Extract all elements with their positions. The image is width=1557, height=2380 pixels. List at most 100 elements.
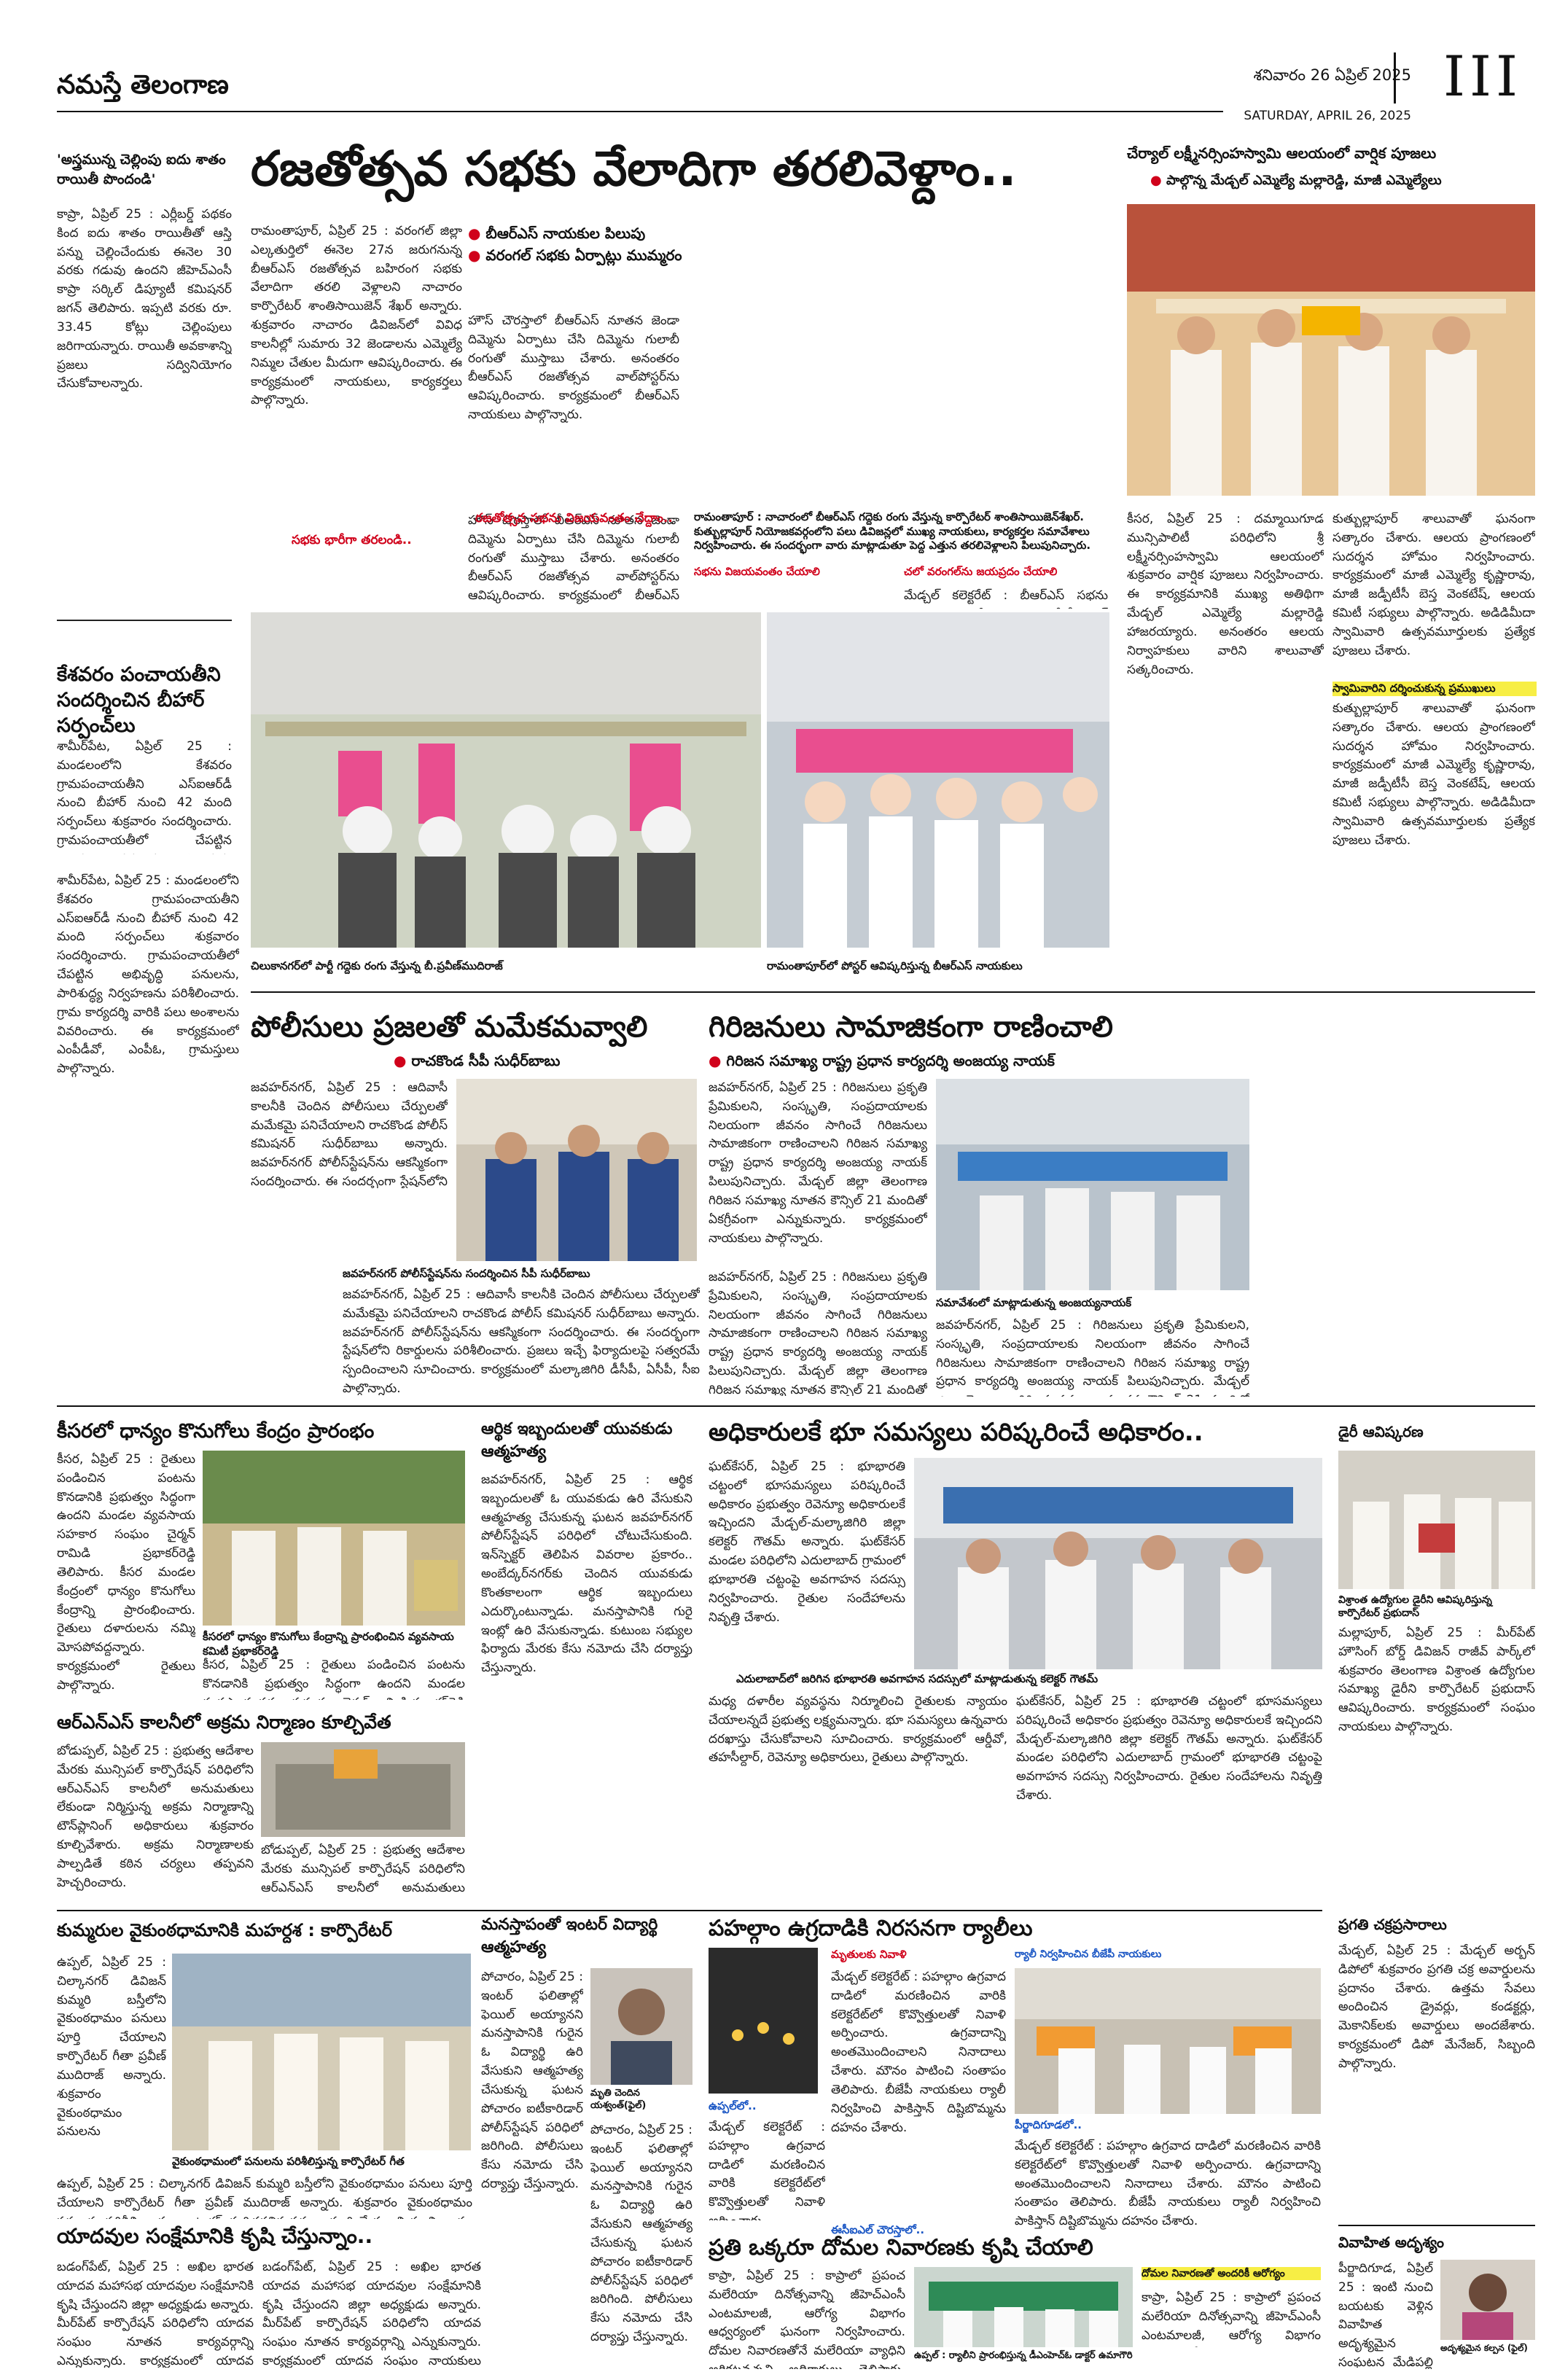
masthead-rule [57, 111, 1223, 112]
inter-headline: మనస్తాపంతో ఇంటర్ విద్యార్థి ఆత్మహత్య [481, 1916, 658, 1956]
tribal-body-c: జవహర్‌నగర్, ఏప్రిల్ 25 : గిరిజనులు ప్రకృ… [936, 1318, 1249, 1397]
pahalgam-photo-2 [1015, 1968, 1321, 2114]
lead-body-d: మేడ్చల్ కలెక్టరేట్ : బీఆర్ఎస్ సభను విజయవ… [904, 588, 1108, 609]
lead-photo-2 [767, 612, 1109, 948]
lead-subheads: బీఆర్ఎస్ నాయకుల పిలుపు వరంగల్ సభకు ఏర్పా… [468, 222, 687, 266]
left-mid-body: శామీర్‌పేట, ఏప్రిల్ 25 : మండలంలోని కేశవర… [57, 873, 239, 1077]
rns-headline: ఆర్ఎన్ఎస్ కాలనీలో అక్రమ నిర్మాణం కూల్చివ… [57, 1712, 391, 1733]
keesara-headline: కీసరలో ధాన్యం కొనుగోలు కేంద్రం ప్రారంభం [57, 1420, 375, 1443]
inter-body: పోచారం, ఏప్రిల్ 25 : ఇంటర్ ఫలితాల్లో ఫెయ… [481, 1970, 583, 2192]
progress-headline: ప్రగతి చక్రప్రసారాలు [1338, 1916, 1447, 1933]
officials-body-c: ఘట్‌కేసర్, ఏప్రిల్ 25 : భూభారతి చట్టంలో … [1016, 1694, 1322, 1803]
lead-sidebar-label-3: సభను విజయవంతం చేయాలి [694, 565, 820, 578]
inter-photo [590, 1968, 692, 2085]
diary-photo [1338, 1451, 1535, 1589]
pahalgam-sub3: పీర్జాదిగూడలో.. [1015, 2118, 1082, 2131]
masthead-title: నమస్తే తెలంగాణ [57, 70, 229, 100]
police-subhead: రాచకొండ సీపీ సుధీర్‌బాబు [394, 1050, 700, 1072]
police-headline: పోలీసులు ప్రజలతో మమేకమవ్వాలి [251, 1010, 648, 1044]
section-rule-2 [57, 1405, 1535, 1407]
lead-sidebar-label-1: రజతోత్సవ సభను విజయవంతం చేద్దాం.. [475, 511, 673, 526]
diary-headline: డైరీ ఆవిష్కరణ [1338, 1423, 1424, 1440]
lead-photo-caption-small: రామంతాపూర్ : నాచారంలో బీఆర్ఎస్ గద్దెకు ర… [694, 510, 1091, 552]
top-right-body: కుత్బుల్లాపూర్ శాలువాతో ఘనంగా సత్కారం చే… [1332, 512, 1535, 658]
yadav-body-b: బడంగ్‌పేట్, ఏప్రిల్ 25 : అఖిల భారత యాదవ … [262, 2260, 481, 2368]
rns-photo [261, 1742, 465, 1837]
section-rule-3 [57, 1910, 1322, 1911]
police-photo [456, 1079, 697, 1261]
yadav-headline: యాదవుల సంక్షేమానికి కృషి చేస్తున్నాం.. [57, 2224, 373, 2248]
top-right-subhead: పాల్గొన్న మేడ్చల్ ఎమ్మెల్యే మల్లారెడ్డి,… [1150, 171, 1537, 190]
rns-body-b: బోడుప్పల్, ఏప్రిల్ 25 : ప్రభుత్వ ఆదేశాల … [261, 1843, 465, 1900]
finance-body: జవహర్‌నగర్, ఏప్రిల్ 25 : ఆర్థిక ఇబ్బందుల… [481, 1472, 692, 1676]
shmashan-body: ఉప్పల్, ఏప్రిల్ 25 : చిల్కానగర్ డివిజన్ … [57, 1955, 166, 2139]
caption-8: మృతి చెందిన యశ్వంత్(ఫైల్) [590, 2088, 647, 2111]
caption-1: చిలుకానగర్‌లో పార్టీ గద్దెకు రంగు వేస్తు… [251, 959, 503, 972]
diary-body: మల్లాపూర్, ఏప్రిల్ 25 : మీర్‌పేట్ హౌసింగ… [1338, 1626, 1535, 1735]
caption-5: కీసరలో ధాన్యం కొనుగోలు కేంద్రాన్ని ప్రార… [203, 1630, 454, 1658]
caption-3: జవహర్‌నగర్ పోలీస్‌స్టేషన్‌ను సందర్శించిన… [343, 1267, 590, 1280]
left-mid-body-short: శామీర్‌పేట, ఏప్రిల్ 25 : మండలంలోని కేశవర… [57, 739, 232, 854]
page-number-divider [1394, 52, 1396, 104]
lead-subhead-1: బీఆర్ఎస్ నాయకుల పిలుపు [468, 222, 687, 244]
mosquito-headline: ప్రతి ఒక్కరూ దోమల నివారణకు కృషి చేయాలి [709, 2235, 1093, 2260]
section-rule-4 [1338, 2225, 1535, 2226]
caption-6: ఎదులాబాద్‌లో జరిగిన భూభారతి అవగాహన సదస్స… [736, 1672, 1099, 1685]
page-number: III [1443, 44, 1523, 109]
date-english: SATURDAY, APRIL 26, 2025 [1244, 109, 1411, 123]
inter-body-b: పోచారం, ఏప్రిల్ 25 : ఇంటర్ ఫలితాల్లో ఫెయ… [590, 2123, 692, 2345]
police-body-a: జవహర్‌నగర్, ఏప్రిల్ 25 : ఆదివాసీ కాలనీకి… [251, 1080, 448, 1188]
pahalgam-body-c: మేడ్చల్ కలెక్టరేట్ : పహల్గాం ఉగ్రవాద దాడ… [709, 2120, 825, 2220]
caption-4: సమావేశంలో మాట్లాడుతున్న అంజయ్యనాయక్ [936, 1296, 1132, 1309]
caption-7: వైకుంఠధామంలో పనులను పరిశీలిస్తున్న కార్ప… [172, 2155, 405, 2168]
section-rule-1 [251, 991, 1535, 993]
pahalgam-photo-1 [709, 1948, 818, 2094]
pahalgam-sub2: ర్యాలీ నిర్వహించిన బీజేపీ నాయకులు [1015, 1948, 1162, 1960]
divider [57, 620, 232, 621]
top-right-highlight: స్వామివారిని దర్శించుకున్న ప్రముఖులు [1332, 682, 1537, 696]
officials-body-b: మధ్య దళారీల వ్యవస్థను నిర్మూలించి రైతులక… [709, 1694, 1007, 1766]
mosquito-body-b: కాప్రా, ఏప్రిల్ 25 : కాప్రాలో ప్రపంచ మలే… [1142, 2290, 1321, 2347]
left-mid-headline: కేశవరం పంచాయతీని సందర్శించిన బీహార్ సర్ప… [57, 663, 221, 738]
progress-body: మేడ్చల్, ఏప్రిల్ 25 : మేడ్చల్ అర్బన్ డిప… [1338, 1943, 1535, 2071]
keesara-photo [203, 1451, 465, 1626]
caption-10: అదృశ్యమైన కల్పన (ఫైల్) [1440, 2343, 1528, 2353]
tribal-subhead: గిరిజన సమాఖ్య రాష్ట్ర ప్రధాన కార్యదర్శి … [709, 1050, 1248, 1072]
lead-body-b2: హౌస్ చౌరస్తాలో బీఆర్ఎస్ నూతన జెండా దిమ్మ… [468, 513, 679, 604]
caption-9: ఉప్పల్ : ర్యాలీని ప్రారంభిస్తున్న డీఎంహె… [914, 2350, 1133, 2361]
lead-headline: రజతోత్సవ సభకు వేలాదిగా తరలివెళ్దాం.. [251, 141, 1017, 197]
lead-body-e: కీసర, ఏప్రిల్ 25 : దమ్మాయిగూడ మున్సిపాలి… [1127, 512, 1324, 677]
rns-body: బోడుప్పల్, ఏప్రిల్ 25 : ప్రభుత్వ ఆదేశాల … [57, 1744, 254, 1890]
shmashan-headline: కుమ్మరుల వైకుంఠధామానికి మహర్దశ : కార్పొర… [57, 1920, 392, 1940]
shmashan-photo [172, 1954, 471, 2150]
lead-sidebar-label-2: సభకు భారీగా తరలండి.. [292, 533, 412, 547]
top-right-headline: చేర్యాల్ లక్ష్మీనర్సింహస్వామి ఆలయంలో వార… [1127, 144, 1437, 162]
caption-2: రామంతాపూర్‌లో పోస్టర్ ఆవిష్కరిస్తున్న బీ… [767, 959, 1023, 972]
left-top-body: కాప్రా, ఏప్రిల్ 25 : ఎర్లీబర్డ్ పథకం కిం… [57, 207, 232, 391]
lead-body-a: రామంతాపూర్, ఏప్రిల్ 25 : వరంగల్ జిల్లా ఎ… [251, 224, 462, 408]
diary-sub: విశ్రాంత ఉద్యోగుల డైరీని ఆవిష్కరిస్తున్న… [1338, 1594, 1492, 1620]
pahalgam-sub4: ఉప్పల్‌లో.. [709, 2099, 757, 2112]
keesara-body-b: కీసర, ఏప్రిల్ 25 : రైతులు పండించిన పంటను… [203, 1658, 465, 1700]
police-body-b: జవహర్‌నగర్, ఏప్రిల్ 25 : ఆదివాసీ కాలనీకి… [343, 1287, 700, 1395]
lead-subhead-2: వరంగల్ సభకు ఏర్పాట్లు ముమ్మరం [468, 244, 687, 266]
pahalgam-body-a: మేడ్చల్ కలెక్టరేట్ : పహల్గాం ఉగ్రవాద దాడ… [831, 1970, 1006, 2135]
yadav-body: బడంగ్‌పేట్, ఏప్రిల్ 25 : అఖిల భారత యాదవ … [57, 2260, 254, 2368]
mosquito-photo [914, 2267, 1133, 2347]
lead-photo-1 [251, 612, 761, 948]
officials-body-a: ఘట్‌కేసర్, ఏప్రిల్ 25 : భూభారతి చట్టంలో … [709, 1459, 905, 1625]
left-top-headline: 'అస్త్రమున్న చెల్లింపు ఐదు శాతం రాయితీ ప… [57, 152, 226, 187]
missing-headline: వివాహిత అదృశ్యం [1338, 2233, 1444, 2251]
pahalgam-sub5: ఈసీఐఎల్ చౌరస్తాలో.. [831, 2223, 925, 2236]
tribal-body-a: జవహర్‌నగర్, ఏప్రిల్ 25 : గిరిజనులు ప్రకృ… [709, 1080, 927, 1246]
lead-body-b: హౌస్ చౌరస్తాలో బీఆర్ఎస్ నూతన జెండా దిమ్మ… [468, 313, 679, 423]
missing-body: పీర్జాదిగూడ, ఏప్రిల్ 25 : ఇంటి నుంచి బయట… [1338, 2261, 1433, 2369]
tribal-body-b: జవహర్‌నగర్, ఏప్రిల్ 25 : గిరిజనులు ప్రకృ… [709, 1270, 927, 1396]
top-right-photo [1127, 204, 1535, 496]
top-right-body-2: కుత్బుల్లాపూర్ శాలువాతో ఘనంగా సత్కారం చే… [1332, 701, 1535, 848]
tribal-headline: గిరిజనులు సామాజికంగా రాణించాలి [709, 1010, 1113, 1044]
keesara-body: కీసర, ఏప్రిల్ 25 : రైతులు పండించిన పంటను… [57, 1452, 195, 1693]
officials-photo [914, 1458, 1322, 1669]
date-telugu: శనివారం 26 ఏప్రిల్ 2025 [1253, 66, 1411, 84]
officials-headline: అధికారులకే భూ సమస్యలు పరిష్కరించే అధికార… [709, 1418, 1203, 1447]
